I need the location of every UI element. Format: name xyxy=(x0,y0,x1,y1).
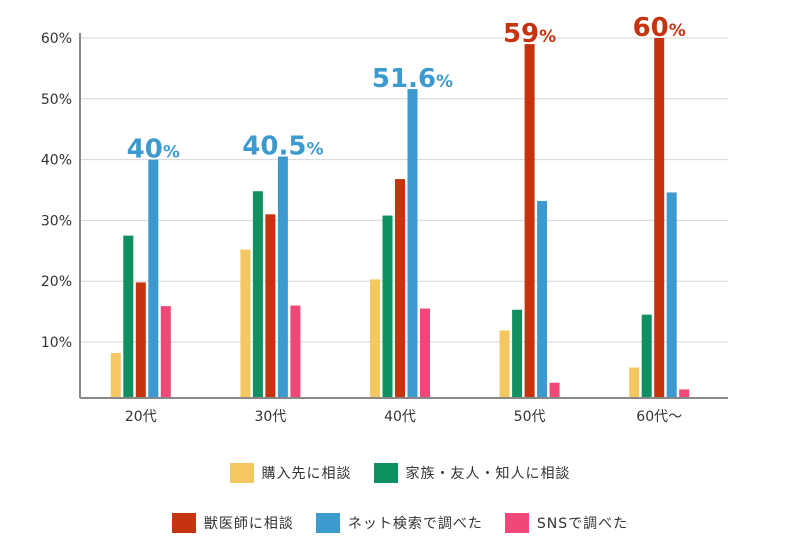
legend-item: 家族・友人・知人に相談 xyxy=(373,463,571,483)
legend-swatch xyxy=(373,463,398,483)
legend-row-1: 購入先に相談 家族・友人・知人に相談 xyxy=(0,463,800,483)
y-tick-label: 30% xyxy=(41,213,72,229)
bar xyxy=(240,249,251,398)
x-category-label: 60代～ xyxy=(636,409,682,425)
bar xyxy=(110,352,121,398)
legend-label: 購入先に相談 xyxy=(261,466,352,482)
legend-row-2: 獣医師に相談 ネット検索で調べた SNSで調べた xyxy=(0,513,800,533)
x-category-label: 50代 xyxy=(514,409,546,425)
bar xyxy=(135,282,146,398)
bar xyxy=(395,179,405,398)
bar xyxy=(537,200,548,398)
bar xyxy=(679,389,690,398)
legend-label: 獣医師に相談 xyxy=(203,516,294,532)
legend-item: SNSで調べた xyxy=(504,513,629,533)
callout-number: 40.5 xyxy=(242,132,306,162)
bar-chart: 10%20%30%40%50%60%20代 30代 40代 50代 60代～40% 40.… xyxy=(41,12,728,425)
legend-label: ネット検索で調べた xyxy=(347,516,483,532)
callout-number: 40 xyxy=(127,135,163,165)
bar xyxy=(370,279,380,398)
y-tick-label: 50% xyxy=(41,92,72,108)
bar xyxy=(148,159,159,398)
callout-label: 59% xyxy=(503,19,556,49)
bar xyxy=(382,215,393,398)
bar xyxy=(666,192,677,398)
bar xyxy=(277,156,288,398)
legend-label: 家族・友人・知人に相談 xyxy=(405,466,571,482)
y-tick-label: 40% xyxy=(41,153,72,169)
x-category-label: 30代 xyxy=(254,409,286,425)
y-tick-label: 10% xyxy=(41,335,72,351)
y-tick-label: 20% xyxy=(41,274,72,290)
callout-label: 60% xyxy=(633,13,686,43)
callout-unit: % xyxy=(539,27,556,47)
callout-number: 60 xyxy=(633,13,669,43)
callout-number: 59 xyxy=(503,19,539,49)
bar xyxy=(524,44,535,398)
bar xyxy=(629,367,640,398)
callout-unit: % xyxy=(669,21,686,41)
bar xyxy=(512,309,523,398)
bar xyxy=(654,38,665,398)
x-category-label: 20代 xyxy=(125,409,157,425)
legend-swatch xyxy=(229,463,254,483)
bar xyxy=(252,191,263,398)
legend-swatch xyxy=(504,513,529,533)
bar xyxy=(160,306,171,398)
y-tick-label: 60% xyxy=(41,31,72,47)
legend-item: 購入先に相談 xyxy=(229,463,352,483)
callout-label: 40.5% xyxy=(242,132,323,162)
bar xyxy=(407,89,418,399)
callout-unit: % xyxy=(436,72,453,92)
callout-unit: % xyxy=(163,143,180,163)
bar xyxy=(420,308,430,398)
callout-label: 40% xyxy=(127,135,180,165)
x-category-label: 40代 xyxy=(384,409,416,425)
callout-unit: % xyxy=(306,140,323,160)
bar xyxy=(290,305,301,398)
legend-item: ネット検索で調べた xyxy=(315,513,483,533)
bar xyxy=(265,214,276,398)
callout-number: 51.6 xyxy=(372,64,436,94)
legend-swatch xyxy=(315,513,340,533)
legend-label: SNSで調べた xyxy=(536,516,629,532)
bar xyxy=(499,330,510,398)
bar xyxy=(123,235,134,398)
legend-item: 獣医師に相談 xyxy=(171,513,294,533)
callout-label: 51.6% xyxy=(372,64,453,94)
bar xyxy=(641,314,652,398)
bar xyxy=(549,382,560,398)
legend-swatch xyxy=(171,513,196,533)
